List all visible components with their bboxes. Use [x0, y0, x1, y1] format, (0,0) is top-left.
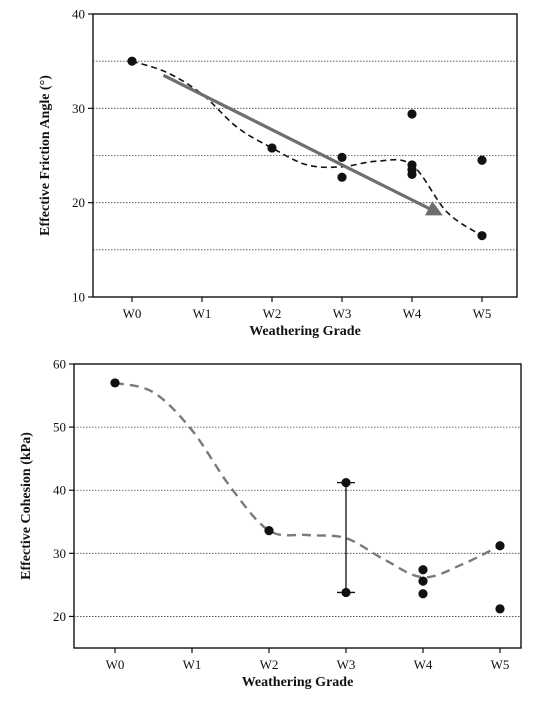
data-point: [127, 56, 137, 66]
y-tick-label: 20: [72, 195, 85, 210]
y-tick-label: 40: [72, 7, 85, 22]
data-point: [267, 143, 277, 153]
data-point: [418, 565, 428, 575]
x-tick-label: W3: [333, 306, 352, 321]
y-tick-label: 60: [53, 357, 66, 372]
data-point: [407, 169, 417, 179]
x-tick-label: W1: [193, 306, 212, 321]
data-point: [337, 172, 347, 182]
data-point: [477, 231, 487, 241]
x-tick-label: W5: [473, 306, 492, 321]
y-tick-label: 30: [53, 546, 66, 561]
x-tick-label: W2: [263, 306, 282, 321]
y-tick-label: 10: [72, 290, 85, 305]
y-tick-label: 30: [72, 101, 85, 116]
data-point: [264, 526, 274, 536]
x-tick-label: W3: [337, 657, 356, 672]
data-point: [341, 587, 351, 598]
data-point: [418, 576, 428, 586]
x-tick-label: W0: [123, 306, 142, 321]
data-point: [418, 589, 428, 599]
x-tick-label: W0: [106, 657, 125, 672]
y-tick-label: 20: [53, 609, 66, 624]
y-axis-title: Effective Cohesion (kPa): [19, 432, 34, 580]
data-point: [337, 152, 347, 162]
y-tick-label: 50: [53, 420, 66, 435]
x-tick-label: W2: [260, 657, 279, 672]
data-point: [341, 478, 351, 488]
x-axis-title: Weathering Grade: [242, 675, 354, 690]
x-tick-label: W1: [183, 657, 202, 672]
cohesion-chart: 20 30 40 50 60 W0 W1 W2 W3 W4 W5 Weathering Grade Ef…: [19, 357, 522, 690]
x-axis-title: Weathering Grade: [249, 324, 361, 339]
y-axis-title: Effective Friction Angle (°): [38, 75, 53, 236]
trend-curve: [131, 60, 483, 237]
x-tick-label: W4: [403, 306, 422, 321]
data-point: [477, 155, 487, 165]
x-tick-label: W5: [491, 657, 510, 672]
x-tick-label: W4: [414, 657, 433, 672]
trend-arrow: [162, 73, 443, 216]
data-point: [407, 109, 417, 119]
plot-frame: [73, 363, 522, 649]
trend-curve: [114, 381, 501, 579]
y-tick-label: 40: [53, 483, 66, 498]
data-point: [495, 604, 505, 614]
friction-angle-chart: 10 20 30 40 W0 W1 W2 W3 W4 W5 Weathering Grade Effe…: [38, 7, 518, 339]
data-point: [110, 378, 120, 388]
data-point: [495, 541, 505, 551]
plot-frame: [92, 13, 518, 298]
